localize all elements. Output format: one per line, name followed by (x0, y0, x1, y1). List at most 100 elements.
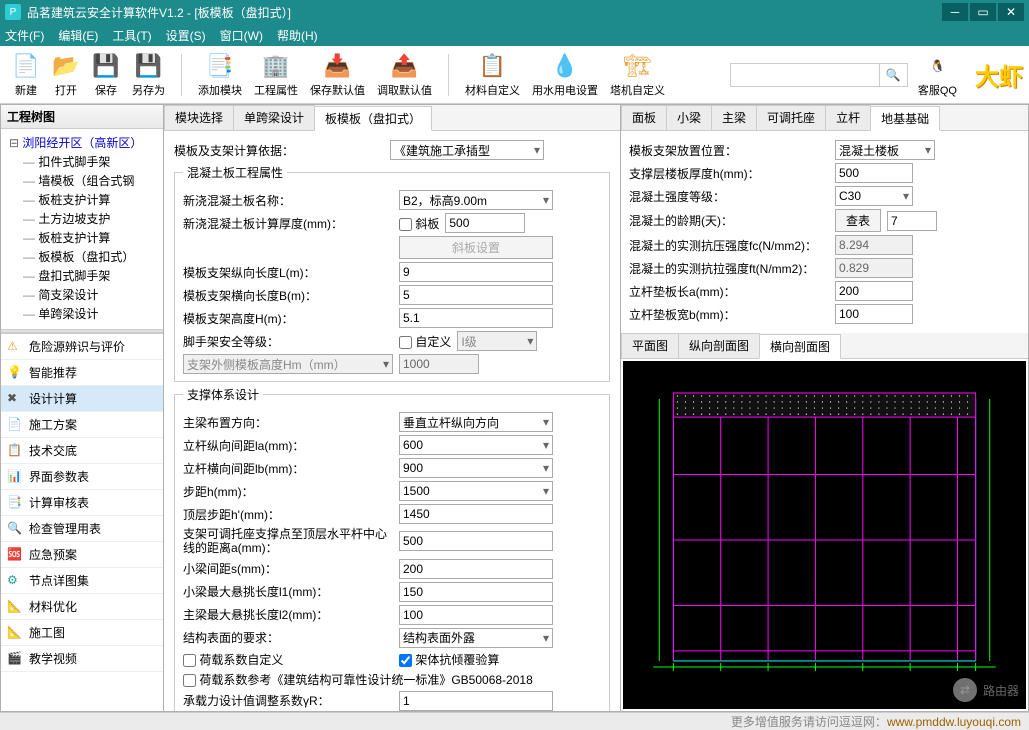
tab[interactable]: 小梁 (666, 105, 712, 130)
s2-dropdown[interactable]: 600 (399, 435, 553, 455)
right-panel: 面板小梁主梁可调托座立杆地基基础 模板支架放置位置： 混凝土楼板 支撑层楼板厚度… (621, 104, 1029, 712)
footer: 更多增值服务请访问逗逗网： www.pmddw.luyouqi.com (0, 712, 1029, 730)
footer-link[interactable]: www.pmddw.luyouqi.com (887, 715, 1021, 729)
r3-input[interactable] (399, 262, 553, 282)
projattr-button[interactable]: 🏢工程属性 (248, 50, 304, 100)
rr7-input[interactable] (835, 304, 913, 324)
menu-item[interactable]: 窗口(W) (220, 27, 263, 44)
menu-item[interactable]: 工具(T) (112, 27, 151, 44)
menu-item[interactable]: 编辑(E) (58, 27, 98, 44)
close-button[interactable]: ✕ (998, 3, 1024, 21)
tab[interactable]: 模块选择 (164, 105, 234, 130)
sidenav-icon: ✖ (7, 391, 23, 407)
tree-item[interactable]: 盘扣式脚手架 (5, 266, 159, 285)
tree-root[interactable]: 浏阳经开区（高新区） (5, 133, 159, 152)
minimize-button[interactable]: ─ (942, 3, 968, 21)
s3-dropdown[interactable]: 900 (399, 458, 553, 478)
menu-item[interactable]: 设置(S) (166, 27, 206, 44)
s4-dropdown[interactable]: 1500 (399, 481, 553, 501)
rr0-dropdown[interactable]: 混凝土楼板 (835, 140, 935, 160)
tab[interactable]: 面板 (621, 105, 667, 130)
tree-item[interactable]: 墙模板（组合式钢 (5, 171, 159, 190)
open-button[interactable]: 📂打开 (46, 50, 86, 100)
s5-input[interactable] (399, 504, 553, 524)
s6-input[interactable] (399, 531, 553, 551)
tab[interactable]: 可调托座 (756, 105, 826, 130)
sidenav-item[interactable]: 📋技术交底 (1, 438, 163, 464)
sidenav-icon: 📑 (7, 495, 23, 511)
diagram-viewer[interactable] (623, 361, 1026, 709)
qq-support-button[interactable]: 🐧 客服QQ (912, 50, 963, 100)
maximize-button[interactable]: ▭ (970, 3, 996, 21)
sidenav-item[interactable]: 💡智能推荐 (1, 360, 163, 386)
s10-label: 结构表面的要求： (183, 629, 393, 646)
sidenav-item[interactable]: 🆘应急预案 (1, 542, 163, 568)
s7-input[interactable] (399, 559, 553, 579)
sidenav-item[interactable]: 📊界面参数表 (1, 464, 163, 490)
app-logo: P (5, 4, 21, 20)
tree-item[interactable]: 单跨梁设计 (5, 304, 159, 323)
tab[interactable]: 立杆 (825, 105, 871, 130)
r5-input[interactable] (399, 308, 553, 328)
sidenav-item[interactable]: 🎬教学视频 (1, 646, 163, 672)
r1-dropdown[interactable]: B2，标高9.00m (399, 190, 553, 210)
sidenav-item[interactable]: 📑计算审核表 (1, 490, 163, 516)
rr6-input[interactable] (835, 281, 913, 301)
rr2-dropdown[interactable]: C30 (835, 186, 913, 206)
sidenav-item[interactable]: ⚠危险源辨识与评价 (1, 334, 163, 360)
r5-label: 模板支架高度H(m)： (183, 310, 393, 327)
sidenav-item[interactable]: 📄施工方案 (1, 412, 163, 438)
tree-item[interactable]: 土方边坡支护 (5, 209, 159, 228)
saveas-button[interactable]: 💾另存为 (126, 50, 171, 100)
basis-dropdown[interactable]: 《建筑施工承插型 (390, 140, 544, 160)
waterelec-button[interactable]: 💧用水用电设置 (526, 50, 604, 100)
slant-checkbox[interactable]: 斜板 (399, 215, 439, 232)
tab[interactable]: 单跨梁设计 (233, 105, 315, 130)
r2-input[interactable] (445, 213, 525, 233)
note-checkbox[interactable]: 荷载系数参考《建筑结构可靠性设计统一标准》GB50068-2018 (183, 671, 533, 688)
tree-item[interactable]: 板桩支护计算 (5, 228, 159, 247)
s11-input[interactable] (399, 691, 553, 711)
sidenav-item[interactable]: 📐材料优化 (1, 594, 163, 620)
menu-item[interactable]: 文件(F) (5, 27, 44, 44)
savedef-button[interactable]: 📥保存默认值 (304, 50, 371, 100)
menu-item[interactable]: 帮助(H) (277, 27, 318, 44)
search-input[interactable] (730, 63, 880, 87)
tab[interactable]: 纵向剖面图 (678, 333, 760, 358)
loaddef-button[interactable]: 📤调取默认值 (371, 50, 438, 100)
load-coef-checkbox[interactable]: 荷载系数自定义 (183, 651, 393, 668)
sidenav-item[interactable]: ✖设计计算 (1, 386, 163, 412)
sidenav-item[interactable]: 📐施工图 (1, 620, 163, 646)
save-button[interactable]: 💾保存 (86, 50, 126, 100)
addmod-button[interactable]: 📑添加模块 (192, 50, 248, 100)
s8-input[interactable] (399, 582, 553, 602)
rr1-input[interactable] (835, 163, 913, 183)
lookup-button[interactable]: 查表 (835, 209, 881, 232)
matdef-button[interactable]: 📋材料自定义 (459, 50, 526, 100)
r4-input[interactable] (399, 285, 553, 305)
tab[interactable]: 横向剖面图 (759, 334, 841, 359)
crane-button[interactable]: 🏗塔机自定义 (604, 50, 671, 100)
overturn-checkbox[interactable]: 架体抗倾覆验算 (399, 651, 499, 668)
tab[interactable]: 板模板（盘扣式） (314, 106, 432, 131)
qq-icon: 🐧 (923, 52, 951, 80)
s9-input[interactable] (399, 605, 553, 625)
r6-label: 脚手架安全等级： (183, 333, 393, 350)
r7-dropdown[interactable]: 支架外侧模板高度Hm（mm） (183, 354, 393, 374)
new-button[interactable]: 📄新建 (6, 50, 46, 100)
tree-item[interactable]: 板桩支护计算 (5, 190, 159, 209)
tab[interactable]: 平面图 (621, 333, 679, 358)
search-button[interactable]: 🔍 (880, 63, 908, 87)
tree-item[interactable]: 板模板（盘扣式） (5, 247, 159, 266)
tree-item[interactable]: 扣件式脚手架 (5, 152, 159, 171)
tree-item[interactable]: 简支梁设计 (5, 285, 159, 304)
s10-dropdown[interactable]: 结构表面外露 (399, 628, 553, 648)
s1-dropdown[interactable]: 垂直立杆纵向方向 (399, 412, 553, 432)
tab[interactable]: 主梁 (711, 105, 757, 130)
custom-checkbox[interactable]: 自定义 (399, 333, 451, 350)
sidenav-item[interactable]: 🔍检查管理用表 (1, 516, 163, 542)
matdef-icon: 📋 (479, 52, 507, 80)
rr3-input[interactable] (887, 211, 937, 231)
tab[interactable]: 地基基础 (870, 106, 940, 131)
sidenav-item[interactable]: ⚙节点详图集 (1, 568, 163, 594)
